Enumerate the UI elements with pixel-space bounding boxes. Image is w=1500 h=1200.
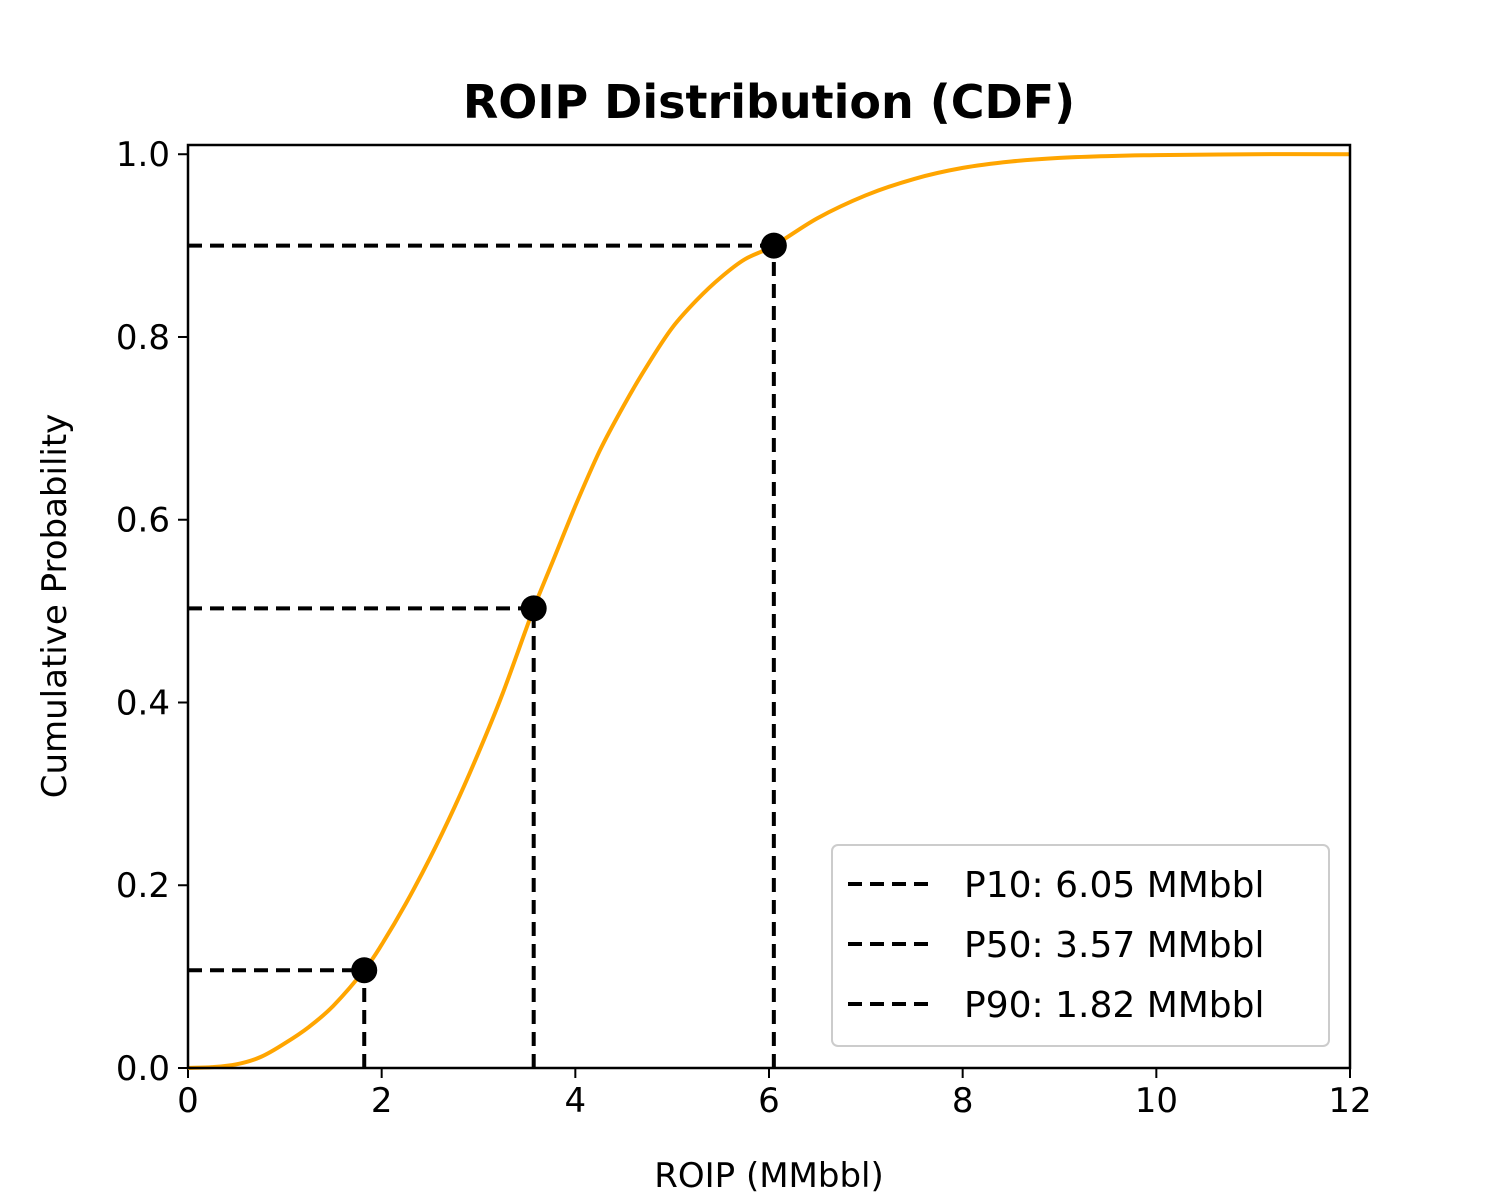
percentile-markers bbox=[351, 232, 787, 984]
percentile-point bbox=[351, 957, 378, 984]
x-tick-label: 4 bbox=[565, 1081, 587, 1121]
legend-entry-label: P50: 3.57 MMbbl bbox=[964, 925, 1265, 966]
legend-entry-label: P10: 6.05 MMbbl bbox=[964, 865, 1265, 906]
x-tick-label: 8 bbox=[952, 1081, 974, 1121]
cdf-series-line bbox=[187, 152, 1351, 1070]
x-axis-label: ROIP (MMbbl) bbox=[654, 1156, 884, 1196]
x-tick-label: 2 bbox=[371, 1081, 393, 1121]
x-tick-label: 12 bbox=[1328, 1081, 1371, 1121]
legend-box bbox=[831, 844, 1330, 1047]
percentile-point bbox=[760, 232, 787, 259]
x-tick-label: 10 bbox=[1135, 1081, 1178, 1121]
y-tick-label: 0.8 bbox=[116, 318, 170, 358]
legend-entry-label: P90: 1.82 MMbbl bbox=[964, 985, 1265, 1026]
y-tick-label: 0.4 bbox=[116, 683, 170, 723]
y-axis-label: Cumulative Probability bbox=[35, 414, 75, 799]
x-tick-label: 6 bbox=[758, 1081, 780, 1121]
x-tick-label: 0 bbox=[177, 1081, 199, 1121]
percentile-point bbox=[520, 595, 547, 622]
legend: P10: 6.05 MMbbl P50: 3.57 MMbbl P90: 1.82 … bbox=[831, 844, 1330, 1047]
y-tick-label: 0.0 bbox=[116, 1049, 170, 1089]
chart-title: ROIP Distribution (CDF) bbox=[463, 75, 1075, 129]
plot-frame bbox=[186, 143, 1352, 1070]
y-tick-label: 0.2 bbox=[116, 866, 170, 906]
y-tick-label: 0.6 bbox=[116, 501, 170, 541]
y-tick-label: 1.0 bbox=[116, 135, 170, 175]
percentile-guides bbox=[188, 243, 776, 1068]
axis-ticks: 0 2 4 6 8 10 12 0.0 0.2 0.4 0.6 0.8 1.0 bbox=[116, 135, 1372, 1121]
